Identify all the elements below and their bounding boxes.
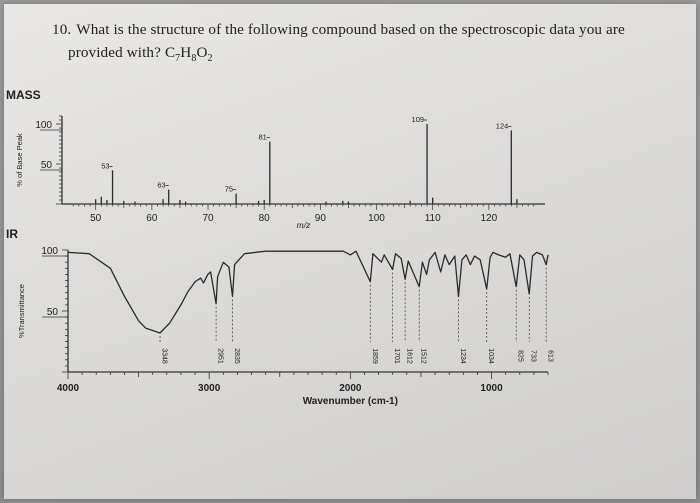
ir-x-tick-label: 4000: [57, 383, 80, 394]
mass-peak-label: 109: [412, 115, 425, 124]
question-number: 10.: [52, 21, 72, 38]
ir-band-label: 3348: [161, 348, 168, 364]
mass-peak-label: 124: [496, 121, 509, 130]
question-line-2-text: provided with?: [68, 44, 161, 61]
ir-y-axis-label: %Transmittance: [17, 284, 26, 338]
ir-y-tick-label: 100: [41, 246, 58, 257]
mass-peak-label: 75: [225, 185, 233, 194]
ir-x-axis-label: Wavenumber (cm-1): [303, 396, 398, 407]
mass-y-axis-label: % of Base Peak: [15, 133, 24, 187]
mass-x-tick-label: 120: [480, 213, 497, 224]
ir-band-label: 1859: [371, 348, 378, 364]
ir-band-label: 1701: [393, 348, 400, 364]
ir-band-label: 1034: [487, 348, 494, 364]
question-line-1: 10. What is the structure of the followin…: [52, 18, 688, 41]
mass-x-tick-label: 60: [146, 213, 158, 224]
ir-x-tick-label: 3000: [198, 383, 221, 394]
mass-x-tick-label: 100: [368, 213, 385, 224]
mass-peak-label: 53: [101, 161, 109, 170]
ir-section-label: IR: [6, 227, 18, 241]
mass-x-tick-label: 80: [259, 213, 271, 224]
ir-band-label: 825: [517, 350, 524, 362]
mass-x-tick-label: 50: [90, 213, 102, 224]
question-line-2: provided with? C7H8O2: [52, 41, 688, 70]
ir-band-label: 613: [547, 350, 554, 362]
formula-text: C7H8O2: [164, 44, 213, 65]
mass-y-tick-label: 50: [41, 160, 53, 171]
mass-peak-label: 81: [258, 133, 266, 142]
ir-x-tick-label: 1000: [480, 383, 503, 394]
molecular-formula: C7H8O2: [164, 44, 213, 65]
ir-x-tick-label: 2000: [339, 383, 362, 394]
mass-x-axis-label: m/z: [297, 220, 311, 230]
ir-y-tick-label: 50: [47, 307, 59, 318]
mass-x-tick-label: 70: [202, 213, 214, 224]
ir-band-label: 1612: [406, 348, 413, 364]
mass-x-tick-label: 90: [315, 213, 327, 224]
ir-band-label: 733: [530, 350, 537, 362]
mass-peak-label: 63: [157, 181, 165, 190]
question-line-1-text: What is the structure of the following c…: [76, 21, 625, 38]
mass-x-tick-label: 110: [425, 213, 441, 224]
ir-band-label: 1234: [459, 348, 466, 364]
ir-band-label: 1512: [420, 348, 427, 364]
mass-y-tick-label: 100: [35, 120, 52, 131]
ir-band-label: 2951: [217, 348, 224, 364]
paper-sheet: [4, 4, 696, 499]
ir-spectrum-line: [67, 250, 549, 334]
mass-section-label: MASS: [6, 88, 41, 102]
ir-band-label: 2835: [233, 348, 240, 364]
question-text: 10. What is the structure of the followin…: [52, 18, 688, 70]
